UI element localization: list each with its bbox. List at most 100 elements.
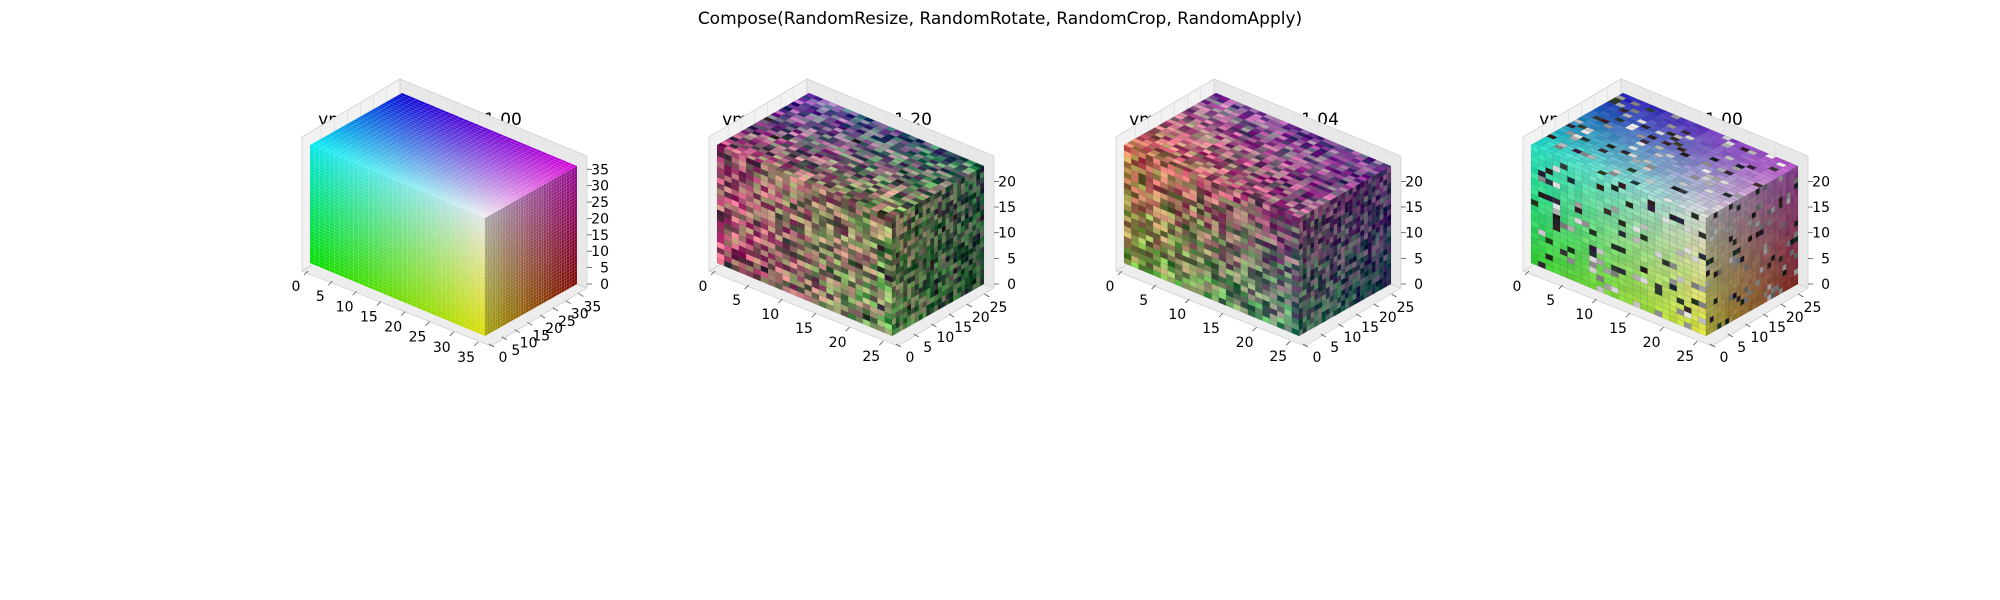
x-tick bbox=[1185, 298, 1190, 304]
y-tick bbox=[539, 314, 546, 319]
y-tick bbox=[1338, 323, 1344, 328]
x-tick-label: 5 bbox=[732, 293, 741, 309]
y-tick-label: 25 bbox=[1804, 300, 1822, 316]
y-tick bbox=[948, 313, 955, 318]
x-tick-label: 15 bbox=[795, 321, 813, 337]
z-tick-label: 5 bbox=[1007, 251, 1016, 267]
x-tick-label: 25 bbox=[409, 330, 427, 346]
z-tick-label: 25 bbox=[591, 195, 609, 211]
x-tick bbox=[303, 270, 309, 276]
y-tick-label: 10 bbox=[1750, 330, 1768, 346]
x-tick bbox=[1252, 326, 1257, 332]
x-tick bbox=[1524, 270, 1530, 276]
y-tick-label: 20 bbox=[972, 310, 990, 326]
x-tick-label: 20 bbox=[1236, 335, 1254, 351]
y-tick bbox=[1320, 333, 1326, 338]
x-tick bbox=[1117, 270, 1123, 276]
z-tick-label: 20 bbox=[1812, 174, 1830, 190]
y-tick bbox=[1798, 293, 1804, 298]
x-tick bbox=[1659, 326, 1664, 332]
y-tick bbox=[514, 329, 520, 333]
x-tick-label: 5 bbox=[316, 289, 325, 305]
x-tick bbox=[744, 284, 749, 290]
x-tick bbox=[1218, 312, 1224, 318]
y-tick-label: 20 bbox=[545, 321, 563, 337]
x-tick bbox=[425, 321, 430, 326]
y-tick bbox=[1355, 313, 1362, 318]
y-tick bbox=[527, 321, 533, 326]
subplot-3: vmin: -0.19 | vmax: 1.04 051015202505101… bbox=[1024, 0, 1444, 600]
y-tick bbox=[565, 300, 571, 305]
y-tick bbox=[1745, 323, 1751, 328]
voxel-cube bbox=[716, 92, 985, 337]
x-tick-label: 10 bbox=[336, 299, 354, 315]
y-tick bbox=[578, 293, 584, 297]
subplot-2: vmin: -0.20 | vmax: 1.20 051015202505101… bbox=[617, 0, 1037, 600]
y-tick-label: 20 bbox=[1379, 310, 1397, 326]
x-tick-label: 5 bbox=[1546, 293, 1555, 309]
y-tick-label: 25 bbox=[1397, 300, 1415, 316]
z-tick-label: 15 bbox=[591, 228, 609, 244]
voxel-cube bbox=[1123, 92, 1392, 337]
x-tick bbox=[400, 311, 406, 316]
z-tick-label: 10 bbox=[998, 226, 1016, 242]
x-tick-label: 10 bbox=[761, 307, 779, 323]
y-tick-label: 5 bbox=[923, 340, 932, 356]
x-tick bbox=[449, 331, 455, 337]
x-tick-label: 0 bbox=[292, 279, 301, 295]
y-tick-label: 0 bbox=[1313, 350, 1322, 366]
y-tick bbox=[1373, 303, 1379, 308]
x-tick-label: 0 bbox=[1106, 279, 1115, 295]
voxel-cube bbox=[309, 92, 578, 337]
y-tick bbox=[488, 343, 495, 348]
x-tick-label: 15 bbox=[1202, 321, 1220, 337]
y-tick-label: 15 bbox=[1768, 320, 1786, 336]
x-tick bbox=[845, 326, 850, 332]
x-tick bbox=[376, 301, 382, 306]
y-tick-label: 0 bbox=[1720, 350, 1729, 366]
y-tick bbox=[895, 343, 902, 348]
voxel-cube bbox=[1530, 92, 1799, 337]
y-tick-label: 30 bbox=[571, 307, 589, 323]
y-tick-label: 20 bbox=[1786, 310, 1804, 326]
y-tick bbox=[501, 336, 507, 341]
y-tick-label: 0 bbox=[906, 350, 915, 366]
z-tick-label: 5 bbox=[600, 261, 609, 277]
z-tick-label: 35 bbox=[591, 162, 609, 178]
z-tick-label: 10 bbox=[1405, 226, 1423, 242]
y-tick-label: 15 bbox=[1361, 320, 1379, 336]
x-tick-label: 0 bbox=[699, 279, 708, 295]
x-tick bbox=[1558, 284, 1563, 290]
x-tick bbox=[1285, 340, 1291, 346]
z-tick-label: 0 bbox=[1414, 277, 1423, 293]
x-tick-label: 20 bbox=[829, 335, 847, 351]
x-tick bbox=[352, 290, 357, 296]
y-tick bbox=[966, 303, 972, 308]
y-tick-label: 10 bbox=[520, 336, 538, 352]
x-tick bbox=[1692, 340, 1698, 346]
z-tick-label: 30 bbox=[591, 179, 609, 195]
z-tick-label: 5 bbox=[1414, 251, 1423, 267]
z-tick-label: 15 bbox=[1812, 200, 1830, 216]
y-tick-label: 15 bbox=[954, 320, 972, 336]
subplot-1: vmin: 0.00 | vmax: 1.00 0510152025303505… bbox=[210, 0, 630, 600]
y-tick bbox=[552, 307, 559, 312]
z-tick-label: 10 bbox=[1812, 226, 1830, 242]
z-tick-label: 15 bbox=[1405, 200, 1423, 216]
x-tick bbox=[1151, 284, 1156, 290]
z-tick-label: 20 bbox=[1405, 174, 1423, 190]
x-tick-label: 35 bbox=[457, 350, 475, 366]
z-tick-label: 20 bbox=[591, 211, 609, 227]
x-tick-label: 20 bbox=[384, 320, 402, 336]
z-tick-label: 0 bbox=[600, 277, 609, 293]
y-tick bbox=[931, 323, 937, 328]
x-tick bbox=[778, 298, 783, 304]
y-tick bbox=[1391, 293, 1397, 298]
y-tick-label: 5 bbox=[1330, 340, 1339, 356]
y-tick bbox=[1727, 333, 1733, 338]
y-tick-label: 0 bbox=[499, 350, 508, 366]
